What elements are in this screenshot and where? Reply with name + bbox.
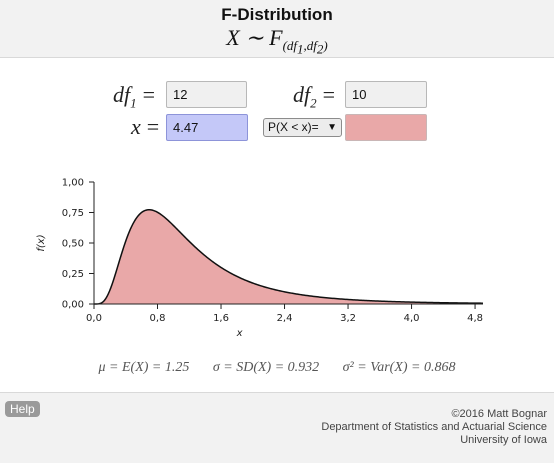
credits: ©2016 Matt Bognar Department of Statisti…: [321, 408, 547, 447]
y-axis-title: f(x): [36, 234, 47, 251]
x-axis-title: x: [236, 328, 243, 339]
summary-statistics: μ = E(X) = 1.25 σ = SD(X) = 0.932 σ² = V…: [0, 360, 554, 376]
select-value: P(X < x)=: [268, 120, 319, 134]
df1-input[interactable]: [166, 81, 247, 108]
df1-label: df1 =: [113, 82, 156, 111]
probability-result-box: [345, 114, 427, 141]
x-tick-label: 0,0: [86, 313, 102, 324]
y-tick-label: 0,75: [62, 208, 84, 219]
x-tick-label: 2,4: [277, 313, 293, 324]
x-label: x =: [131, 114, 160, 139]
sd-stat: σ = SD(X) = 0.932: [212, 360, 320, 375]
df2-input[interactable]: [345, 81, 427, 108]
density-curve: [94, 209, 484, 305]
help-button[interactable]: Help: [5, 401, 40, 417]
university-text: University of Iowa: [460, 434, 547, 446]
footer: Help ©2016 Matt Bognar Department of Sta…: [0, 392, 554, 463]
mean-stat: μ = E(X) = 1.25: [98, 360, 190, 375]
density-chart: 0,00 0,25 0,50 0,75 1,00 0,0 0,8 1,6 2,4 3,2 4,0 4,…: [36, 178, 484, 340]
chevron-down-icon: ▼: [327, 122, 337, 133]
x-tick-label: 3,2: [340, 313, 356, 324]
department-text: Department of Statistics and Actuarial S…: [321, 421, 547, 433]
y-tick-label: 1,00: [62, 178, 84, 189]
distribution-formula: X ∼ F(df1,df2): [226, 25, 328, 57]
header: F-Distribution X ∼ F(df1,df2): [0, 0, 554, 58]
df2-label: df2 =: [293, 82, 336, 111]
copyright-text: ©2016 Matt Bognar: [451, 408, 547, 420]
probability-type-select[interactable]: P(X < x)= ▼: [263, 118, 342, 137]
x-tick-label: 4,0: [404, 313, 420, 324]
x-tick-label: 1,6: [213, 313, 229, 324]
x-tick-label: 0,8: [150, 313, 166, 324]
y-tick-label: 0,00: [62, 300, 84, 311]
x-input[interactable]: [166, 114, 248, 141]
x-tick-label: 4,8: [467, 313, 483, 324]
y-tick-label: 0,25: [62, 269, 84, 280]
page-title: F-Distribution: [221, 5, 333, 24]
variance-stat: σ² = Var(X) = 0.868: [342, 360, 456, 375]
y-tick-label: 0,50: [62, 239, 84, 250]
shaded-area: [94, 209, 449, 304]
